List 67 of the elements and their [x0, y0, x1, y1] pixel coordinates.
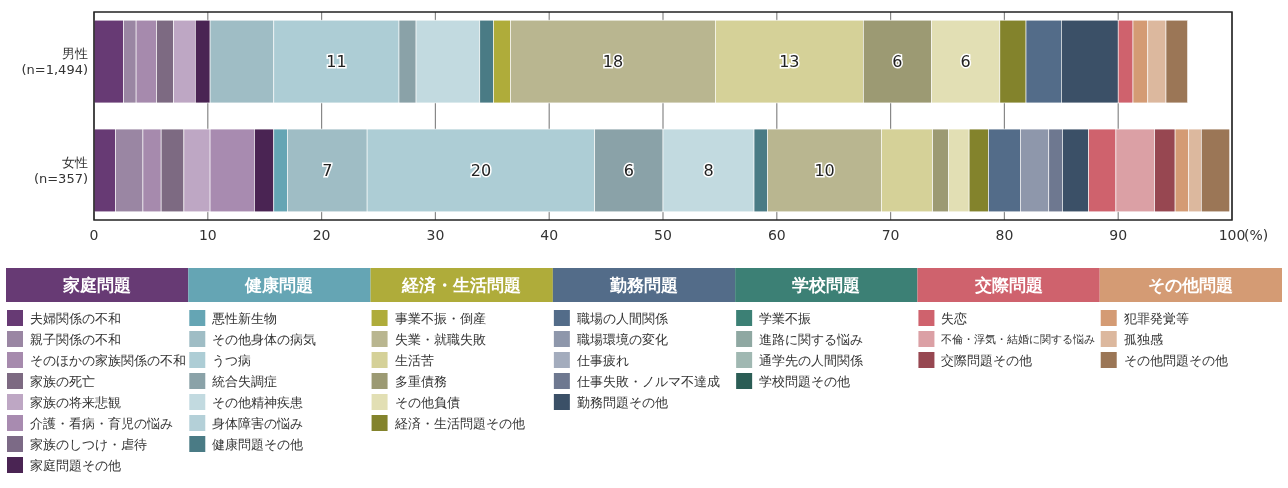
legend-label: 職場の人間関係 [576, 310, 668, 326]
legend-label: その他問題その他 [1123, 352, 1228, 368]
data-label: 18 [602, 52, 624, 72]
legend-label: 進路に関する悩み [759, 331, 864, 347]
legend-label: 家族の死亡 [30, 373, 95, 389]
text: 学校問題 [792, 274, 861, 295]
legend-label: 経済・生活問題その他 [393, 415, 525, 431]
x-tick-label: 20 [312, 227, 331, 243]
legend-label: 学校問題その他 [759, 373, 851, 389]
legend-label: 親子関係の不和 [30, 331, 121, 347]
x-tick-label: 50 [654, 227, 672, 243]
text: 経済・生活問題 [401, 274, 522, 295]
data-label: 13 [779, 52, 800, 72]
data-label: 6 [623, 161, 634, 181]
legend-label: 統合失調症 [212, 373, 278, 389]
legend-label: その他精神疾患 [212, 394, 304, 410]
legend-label: 失業・就職失敗 [394, 331, 486, 347]
legend-label: 不倫・浮気・結婚に関する悩み [941, 332, 1096, 346]
x-tick-label: 40 [540, 227, 559, 243]
x-tick-label: 90 [1109, 227, 1128, 243]
legend-label: 勤務問題その他 [576, 394, 668, 410]
x-tick-label: 30 [426, 227, 445, 243]
legend-label: 交際問題その他 [941, 352, 1033, 368]
legend-label: その他負債 [394, 394, 460, 410]
data-label: 20 [470, 161, 492, 181]
legend-label: そのほかの家族関係の不和 [30, 352, 186, 368]
legend-label: 通学先の人間関係 [759, 352, 864, 368]
x-tick-label: 70 [881, 227, 900, 243]
x-tick-label: 80 [995, 227, 1014, 243]
text: 健康問題 [244, 274, 314, 295]
legend-label: 仕事疲れ [575, 352, 629, 368]
data-label: 6 [892, 52, 903, 72]
legend-label: 多重債務 [394, 373, 447, 389]
legend-label: 家庭問題その他 [30, 457, 121, 473]
x-tick-label: 10 [198, 227, 217, 243]
y-tick-label: 男性 (n=1,494) [21, 46, 88, 77]
x-tick-label: 0 [89, 227, 99, 243]
legend-label: 健康問題その他 [212, 436, 304, 452]
legend-label: 学業不振 [759, 310, 812, 326]
legend-label: 犯罪発覚等 [1123, 310, 1189, 326]
legend-label: うつ病 [212, 352, 252, 368]
text: 交際問題 [973, 274, 1043, 295]
y-tick-label: 女性 (n=357) [33, 155, 88, 186]
x-axis-title: (%) [1244, 227, 1269, 243]
data-label: 6 [960, 52, 971, 72]
legend-label: 悪性新生物 [211, 310, 278, 326]
text: 勤務問題 [609, 274, 678, 295]
data-label: 8 [703, 161, 714, 181]
legend-label: 生活苦 [394, 352, 434, 368]
legend-label: 介護・看病・育児の悩み [30, 415, 173, 431]
x-tick-label: 60 [767, 227, 786, 243]
legend-label: 失恋 [941, 310, 968, 326]
legend-label: 家族のしつけ・虐待 [30, 436, 147, 452]
data-label: 7 [322, 161, 333, 181]
data-label: 11 [326, 52, 347, 72]
text: 家庭問題 [62, 274, 132, 295]
legend-label: 身体障害の悩み [212, 415, 304, 431]
legend-label: 事業不振・倒産 [394, 310, 486, 326]
x-tick-label: 100 [1218, 227, 1246, 243]
legend-label: 職場環境の変化 [576, 331, 668, 347]
legend-label: その他身体の病気 [212, 331, 317, 347]
data-label: 10 [814, 161, 835, 181]
legend-label: 仕事失敗・ノルマ不達成 [575, 373, 720, 389]
text: その他問題 [1148, 274, 1234, 295]
legend-label: 家族の将来悲観 [30, 394, 121, 410]
legend-label: 孤独感 [1123, 331, 1163, 347]
legend-label: 夫婦関係の不和 [30, 310, 121, 326]
